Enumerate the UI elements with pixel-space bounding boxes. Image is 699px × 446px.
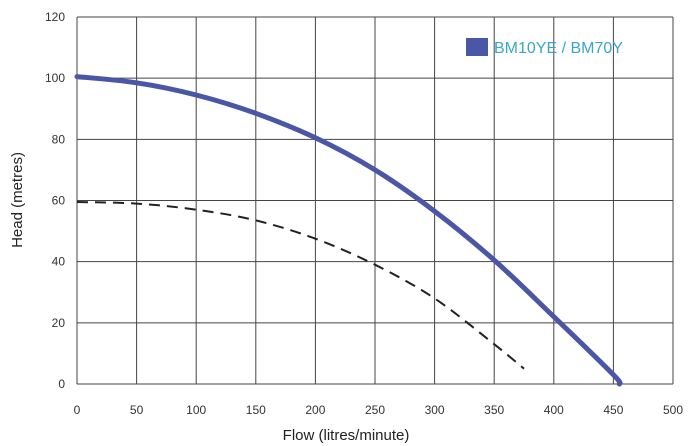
y-tick-label-40: 40 xyxy=(52,255,66,269)
series-line-bm10ye-bm70y xyxy=(74,74,623,387)
series-layer xyxy=(74,74,623,387)
y-tick-label-0: 0 xyxy=(58,377,65,391)
x-tick-label-450: 450 xyxy=(603,403,623,417)
tick-labels: 0 50 100 150 200 250 300 350 400 450 500 0 20 40 60 80 1… xyxy=(45,10,683,417)
legend-label: BM10YE / BM70Y xyxy=(494,40,623,57)
x-tick-label-500: 500 xyxy=(663,403,683,417)
x-tick-label-50: 50 xyxy=(130,403,144,417)
dashed-curve-line xyxy=(76,201,525,370)
y-tick-label-20: 20 xyxy=(52,316,66,330)
grid xyxy=(76,16,674,385)
y-tick-label-100: 100 xyxy=(45,71,65,85)
x-tick-label-200: 200 xyxy=(305,403,325,417)
y-tick-label-120: 120 xyxy=(45,10,65,24)
y-axis-label: Head (metres) xyxy=(9,152,26,248)
x-tick-label-100: 100 xyxy=(186,403,206,417)
legend-swatch xyxy=(466,38,488,56)
x-tick-label-350: 350 xyxy=(484,403,504,417)
x-tick-label-300: 300 xyxy=(425,403,445,417)
x-tick-label-150: 150 xyxy=(246,403,266,417)
x-tick-label-400: 400 xyxy=(544,403,564,417)
x-tick-label-0: 0 xyxy=(74,403,81,417)
y-tick-label-80: 80 xyxy=(52,132,66,146)
x-tick-label-250: 250 xyxy=(365,403,385,417)
y-tick-label-60: 60 xyxy=(52,194,66,208)
x-axis-label: Flow (litres/minute) xyxy=(283,427,410,444)
legend: BM10YE / BM70Y xyxy=(466,38,623,57)
